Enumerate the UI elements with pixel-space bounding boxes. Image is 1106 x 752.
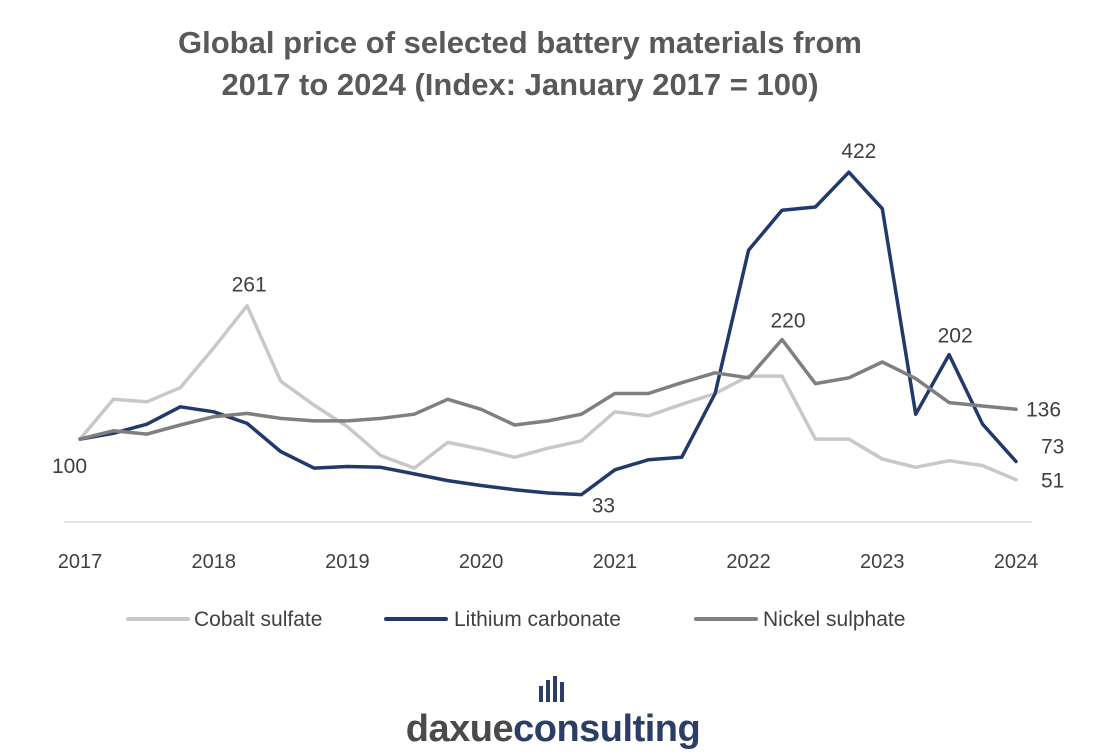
x-tick-label: 2023 bbox=[860, 551, 905, 573]
x-tick-label: 2022 bbox=[726, 551, 771, 573]
x-tick-label: 2018 bbox=[191, 551, 236, 573]
legend-label: Lithium carbonate bbox=[454, 608, 621, 631]
data-label: 100 bbox=[52, 455, 87, 478]
x-tick-label: 2020 bbox=[459, 551, 504, 573]
brand-text: daxueconsulting bbox=[0, 707, 1106, 751]
legend-label: Cobalt sulfate bbox=[194, 608, 322, 631]
data-label-layer: 100 261 33 422 220 202 136 73 51 bbox=[52, 140, 1064, 517]
legend: Cobalt sulfate Lithium carbonate Nickel su… bbox=[126, 608, 905, 631]
x-tick-label: 2019 bbox=[325, 551, 370, 573]
brand-text-consulting: consulting bbox=[513, 708, 701, 750]
chart-title-line-1: Global price of selected battery materia… bbox=[178, 25, 862, 60]
brand-text-daxue: daxue bbox=[405, 708, 514, 750]
legend-label: Nickel sulphate bbox=[763, 608, 905, 631]
data-label: 422 bbox=[841, 140, 876, 163]
x-tick-label: 2024 bbox=[994, 551, 1039, 573]
chart-title-line-2: 2017 to 2024 (Index: January 2017 = 100) bbox=[221, 67, 819, 102]
bar-chart-icon bbox=[533, 676, 573, 707]
series-line-cobalt-sulfate bbox=[78, 303, 1018, 482]
data-label: 73 bbox=[1041, 435, 1064, 458]
data-label: 220 bbox=[770, 310, 805, 333]
data-label: 202 bbox=[938, 325, 973, 348]
data-label: 136 bbox=[1026, 398, 1061, 421]
data-label: 33 bbox=[592, 495, 615, 518]
chart-title: Global price of selected battery materia… bbox=[0, 22, 1040, 106]
series-layer bbox=[78, 170, 1018, 497]
series-line-nickel-sulphate bbox=[78, 337, 1018, 441]
data-label: 51 bbox=[1041, 470, 1064, 493]
x-tick-label: 2021 bbox=[593, 551, 638, 573]
series-line-lithium-carbonate bbox=[78, 170, 1018, 497]
axis-layer: 2017 2018 2019 2020 2021 2022 2023 2024 bbox=[58, 521, 1039, 573]
brand-logo: daxueconsulting bbox=[0, 676, 1106, 751]
x-tick-label: 2017 bbox=[58, 551, 103, 573]
data-label: 261 bbox=[232, 274, 267, 297]
